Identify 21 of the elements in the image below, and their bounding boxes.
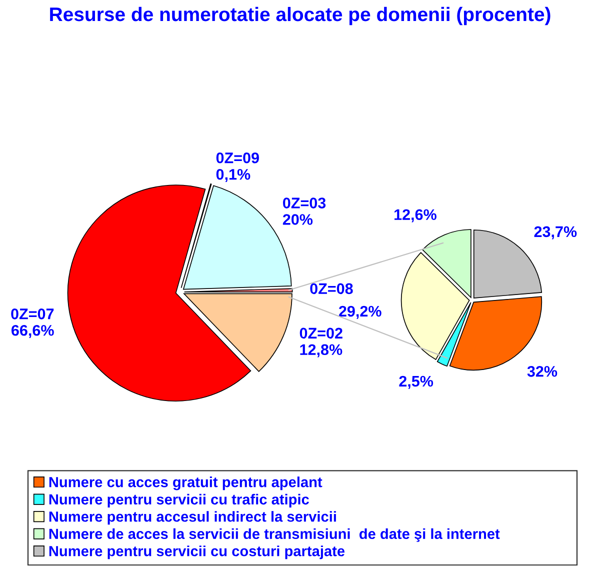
data-label: 23,7%	[534, 226, 577, 240]
legend-label: Numere pentru servicii cu trafic atipic	[49, 494, 309, 508]
legend-label: Numere pentru servicii cu costuri partajate	[49, 546, 345, 560]
data-label: 20%	[282, 214, 313, 225]
legend-label: Numere cu acces gratuit pentru apelant	[49, 476, 322, 490]
slice-label: 0Z=09	[216, 152, 259, 164]
data-label: 66,6%	[12, 324, 54, 338]
pie-slice	[422, 229, 472, 298]
data-label: 32%	[527, 366, 558, 377]
data-label: 29,2%	[338, 306, 382, 319]
slice-label: 0Z=02	[300, 328, 342, 339]
slice-label: 0Z=03	[283, 198, 326, 208]
legend-label: Numere de acces la servicii de transmisiuni de date şi la internet	[49, 528, 500, 542]
legend-label: Numere pentru accesul indirect la servicii	[49, 511, 336, 525]
chart-title: Resurse de numerotatie alocate pe domenii (procente)	[50, 6, 550, 26]
data-label: 2,5%	[399, 376, 434, 389]
data-label: 12,8%	[300, 344, 342, 358]
data-label: 0,1%	[216, 168, 250, 182]
data-label: 12,6%	[394, 209, 436, 222]
slice-label: 0Z=07	[11, 308, 54, 320]
slice-label: 0Z=08	[310, 283, 353, 294]
